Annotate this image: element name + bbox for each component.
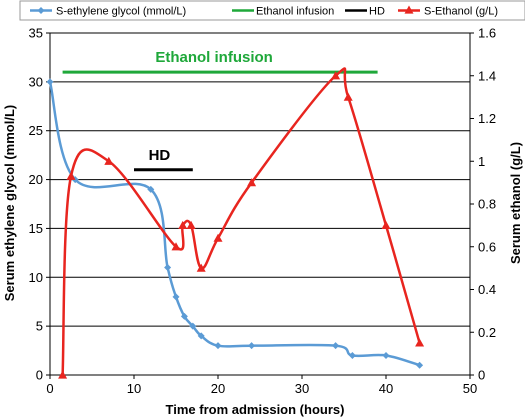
ethylene-glycol-point <box>180 312 188 320</box>
legend-label: HD <box>369 6 385 18</box>
right-tick-label: 0.6 <box>478 239 496 254</box>
ethanol-point <box>343 92 353 101</box>
ethylene-glycol-line <box>48 81 420 367</box>
ethylene-glycol-point <box>332 342 340 350</box>
x-tick-label: 10 <box>127 381 141 396</box>
left-tick-label: 5 <box>36 319 43 334</box>
ethanol-infusion-annotation: Ethanol infusion <box>155 49 273 66</box>
ethanol-point <box>58 370 68 379</box>
ethylene-glycol-point <box>382 351 390 359</box>
data-series <box>46 67 425 379</box>
left-tick-label: 10 <box>29 270 43 285</box>
x-tick-label: 0 <box>46 381 53 396</box>
left-tick-label: 0 <box>36 368 43 383</box>
ethanol-point <box>331 71 341 80</box>
left-axis-title: Serum ethylene glycol (mmol/L) <box>2 105 17 302</box>
legend-label: S-ethylene glycol (mmol/L) <box>56 6 186 18</box>
x-tick-label: 20 <box>211 381 225 396</box>
left-tick-label: 15 <box>29 221 43 236</box>
ethylene-glycol-point <box>248 342 256 350</box>
ethanol-point <box>415 338 425 347</box>
left-tick-label: 25 <box>29 123 43 138</box>
left-axis-ticks: 0 5 10 15 20 25 30 35 <box>29 26 50 383</box>
ethanol-point <box>66 171 76 180</box>
legend-label: Ethanol infusion <box>256 6 334 18</box>
right-axis-title: Serum ethanol (g/L) <box>508 142 523 264</box>
ethylene-glycol-point <box>348 351 356 359</box>
ethanol-point <box>186 220 196 229</box>
right-tick-label: 1 <box>478 154 485 169</box>
ethanol-line <box>61 67 421 376</box>
right-tick-label: 0 <box>478 368 485 383</box>
right-tick-label: 1.4 <box>478 68 496 83</box>
ethylene-glycol-point <box>37 7 45 14</box>
ethanol-point <box>171 242 181 251</box>
right-tick-label: 0.8 <box>478 197 496 212</box>
ethanol-point <box>247 178 257 187</box>
ethanol-point <box>104 156 114 165</box>
ethylene-glycol-point <box>172 293 180 301</box>
ethanol-point <box>404 5 414 14</box>
ethanol-point <box>196 263 206 272</box>
ethylene-glycol-point <box>189 322 197 330</box>
ethanol-point <box>213 233 223 242</box>
right-tick-label: 0.4 <box>478 282 496 297</box>
ethylene-glycol-point <box>416 361 424 369</box>
legend-box <box>19 0 525 21</box>
hd-annotation: HD <box>149 147 171 164</box>
ethylene-glycol-point <box>46 78 54 86</box>
left-tick-label: 30 <box>29 74 43 89</box>
ethylene-glycol-point <box>147 185 155 193</box>
ethylene-glycol-point <box>197 332 205 340</box>
right-tick-label: 1.6 <box>478 26 496 41</box>
x-tick-label: 40 <box>379 381 393 396</box>
gridlines <box>50 32 470 327</box>
x-tick-label: 30 <box>295 381 309 396</box>
ethanol-point <box>381 220 391 229</box>
timeline-bars: Ethanol infusion HD <box>62 49 378 172</box>
x-axis-title: Time from admission (hours) <box>166 402 345 417</box>
left-tick-label: 20 <box>29 172 43 187</box>
left-tick-label: 35 <box>29 26 43 41</box>
x-axis-ticks: 0 10 20 30 40 50 <box>46 375 477 396</box>
ethylene-glycol-point <box>214 342 222 350</box>
legend: S-ethylene glycol (mmol/L) Ethanol infusi… <box>19 0 525 21</box>
legend-label: S-Ethanol (g/L) <box>424 6 498 18</box>
right-tick-label: 0.2 <box>478 325 496 340</box>
ethanol-point <box>178 220 188 229</box>
axes <box>49 33 471 376</box>
right-axis-ticks: 0 0.2 0.4 0.6 0.8 1 1.2 1.4 1.6 <box>470 26 496 383</box>
right-tick-label: 1.2 <box>478 111 496 126</box>
ethylene-glycol-point <box>164 264 172 272</box>
x-tick-label: 50 <box>463 381 477 396</box>
